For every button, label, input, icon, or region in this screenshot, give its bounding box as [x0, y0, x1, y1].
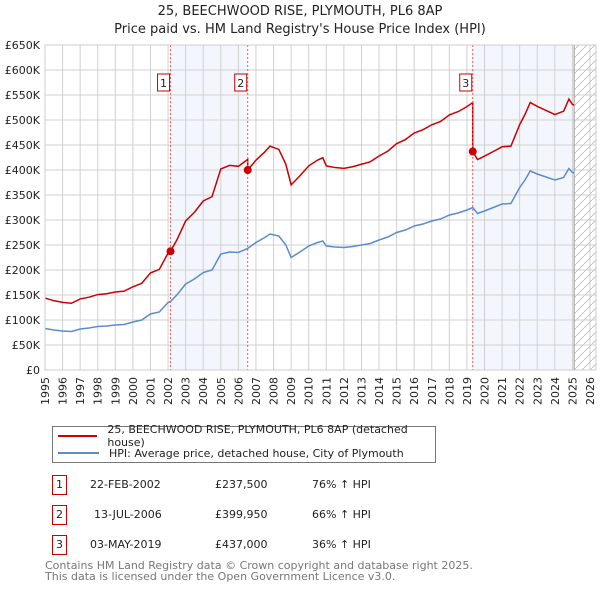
x-tick-label: 1995 — [39, 377, 52, 405]
sale-label: 1 — [160, 77, 167, 90]
shaded-period — [472, 45, 575, 370]
x-tick-label: 2019 — [461, 377, 474, 405]
y-tick-label: £200K — [5, 264, 41, 277]
y-tick-label: £250K — [5, 239, 41, 252]
y-tick-label: £500K — [5, 114, 41, 127]
legend: 25, BEECHWOOD RISE, PLYMOUTH, PL6 8AP (d… — [52, 423, 436, 463]
sale-point — [243, 166, 252, 175]
sale-label-box — [459, 73, 473, 92]
x-tick-label: 2013 — [355, 377, 368, 405]
sale-label: 2 — [237, 77, 244, 90]
sale-point — [468, 147, 477, 156]
x-tick-label: 2020 — [479, 377, 492, 405]
sale-hpi: 66% ↑ HPI — [312, 508, 371, 521]
x-tick-label: 1997 — [74, 377, 87, 405]
x-tick-label: 2008 — [268, 377, 281, 405]
y-tick-label: £50K — [12, 339, 41, 352]
hpi-line — [44, 167, 575, 333]
x-tick-label: 2011 — [320, 377, 333, 405]
y-tick-label: £550K — [5, 89, 41, 102]
y-tick-label: £100K — [5, 314, 41, 327]
footer-licence: This data is licensed under the Open Gov… — [45, 570, 396, 583]
legend-swatch-blue — [58, 452, 99, 454]
y-tick-label: £650K — [5, 39, 41, 52]
x-tick-label: 2014 — [373, 377, 386, 405]
y-tick-label: £300K — [5, 214, 41, 227]
sale-number: 3 — [52, 535, 67, 555]
sale-price: £237,500 — [215, 478, 268, 491]
sale-number: 1 — [52, 475, 67, 495]
chart-subtitle: Price paid vs. HM Land Registry's House … — [114, 22, 486, 37]
x-tick-label: 2003 — [180, 377, 193, 405]
price-chart: 1995 1996 1997 1998 1999 2000 2001 2002 2003 2004… — [5, 39, 597, 405]
legend-swatch-red — [58, 435, 98, 437]
sale-point — [166, 247, 175, 256]
sale-row: 3 03-MAY-2019 £437,000 36% ↑ HPI — [52, 535, 552, 555]
x-tick-label: 2026 — [584, 377, 597, 405]
chart-title: 25, BEECHWOOD RISE, PLYMOUTH, PL6 8AP — [157, 4, 443, 19]
sale-price: £399,950 — [215, 508, 268, 521]
x-tick-label: 2002 — [162, 377, 175, 405]
sale-price: £437,000 — [215, 538, 268, 551]
x-tick-label: 2012 — [338, 377, 351, 405]
x-tick-label: 2006 — [232, 377, 245, 405]
plot-frame — [44, 44, 597, 371]
legend-label: 25, BEECHWOOD RISE, PLYMOUTH, PL6 8AP (d… — [107, 423, 408, 449]
sale-label-box — [234, 73, 248, 92]
x-tick-label: 1999 — [109, 377, 122, 405]
y-tick-label: £150K — [5, 289, 41, 302]
x-tick-label: 2007 — [250, 377, 263, 405]
sale-label-box — [157, 73, 171, 92]
x-tick-label: 2010 — [303, 377, 316, 405]
x-tick-label: 2001 — [144, 377, 157, 405]
x-tick-label: 2024 — [549, 377, 562, 405]
x-tick-label: 2005 — [215, 377, 228, 405]
sale-row: 1 22-FEB-2002 £237,500 76% ↑ HPI — [52, 475, 552, 495]
shaded-period — [170, 45, 248, 370]
future-hatch — [574, 45, 596, 370]
x-tick-label: 2016 — [408, 377, 421, 405]
legend-item-price: 25, BEECHWOOD RISE, PLYMOUTH, PL6 8AP (d… — [53, 423, 435, 449]
sale-label: 3 — [462, 77, 469, 90]
y-tick-label: £400K — [5, 164, 41, 177]
x-tick-label: 1998 — [92, 377, 105, 405]
x-tick-label: 2009 — [285, 377, 298, 405]
sale-row: 2 13-JUL-2006 £399,950 66% ↑ HPI — [52, 505, 552, 525]
y-tick-label: £0 — [26, 364, 40, 377]
x-tick-label: 1996 — [57, 377, 70, 405]
sale-hpi: 76% ↑ HPI — [312, 478, 371, 491]
y-tick-label: £350K — [5, 189, 41, 202]
sale-number: 2 — [52, 505, 67, 525]
sale-date: 22-FEB-2002 — [90, 478, 161, 491]
legend-item-hpi: HPI: Average price, detached house, City… — [53, 445, 404, 461]
footer-copyright: Contains HM Land Registry data © Crown c… — [45, 559, 473, 572]
x-tick-label: 2000 — [127, 377, 140, 405]
x-tick-label: 2017 — [426, 377, 439, 405]
legend-label: HPI: Average price, detached house, City… — [109, 446, 404, 460]
price-paid-line — [44, 97, 575, 305]
x-tick-label: 2018 — [443, 377, 456, 405]
sale-date: 13-JUL-2006 — [94, 508, 162, 521]
y-tick-label: £450K — [5, 139, 41, 152]
x-tick-label: 2022 — [514, 377, 527, 405]
x-tick-label: 2004 — [197, 377, 210, 405]
y-tick-label: £600K — [5, 64, 41, 77]
x-tick-label: 2023 — [531, 377, 544, 405]
x-tick-label: 2015 — [391, 377, 404, 405]
sale-date: 03-MAY-2019 — [90, 538, 162, 551]
x-tick-label: 2021 — [496, 377, 509, 405]
sale-hpi: 36% ↑ HPI — [312, 538, 371, 551]
x-tick-label: 2025 — [566, 377, 579, 405]
